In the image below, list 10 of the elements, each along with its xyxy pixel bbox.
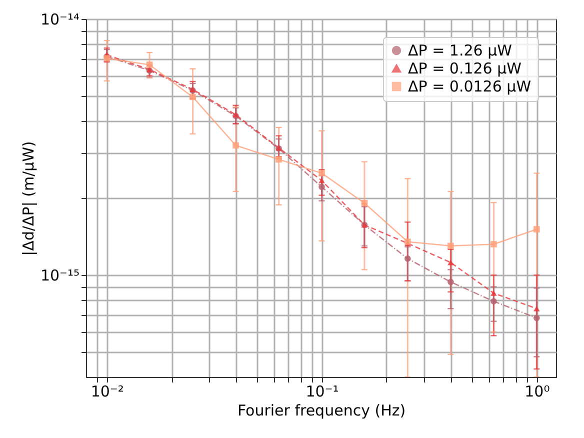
legend-label: ΔP = 0.126 μW (408, 60, 522, 78)
y-tick-label: 10⁻¹⁴ (40, 10, 80, 28)
legend-label: ΔP = 0.0126 μW (408, 78, 532, 96)
x-tick-label: 10⁰ (524, 382, 550, 400)
x-axis-title: Fourier frequency (Hz) (237, 402, 406, 420)
y-tick-label: 10⁻¹⁵ (40, 266, 80, 285)
x-tick-label: 10⁻² (90, 382, 124, 400)
y-axis-title: |Δd/ΔP| (m/μW) (19, 141, 38, 256)
x-tick-label: 10⁻¹ (306, 382, 339, 400)
legend-label: ΔP = 1.26 μW (408, 42, 512, 60)
